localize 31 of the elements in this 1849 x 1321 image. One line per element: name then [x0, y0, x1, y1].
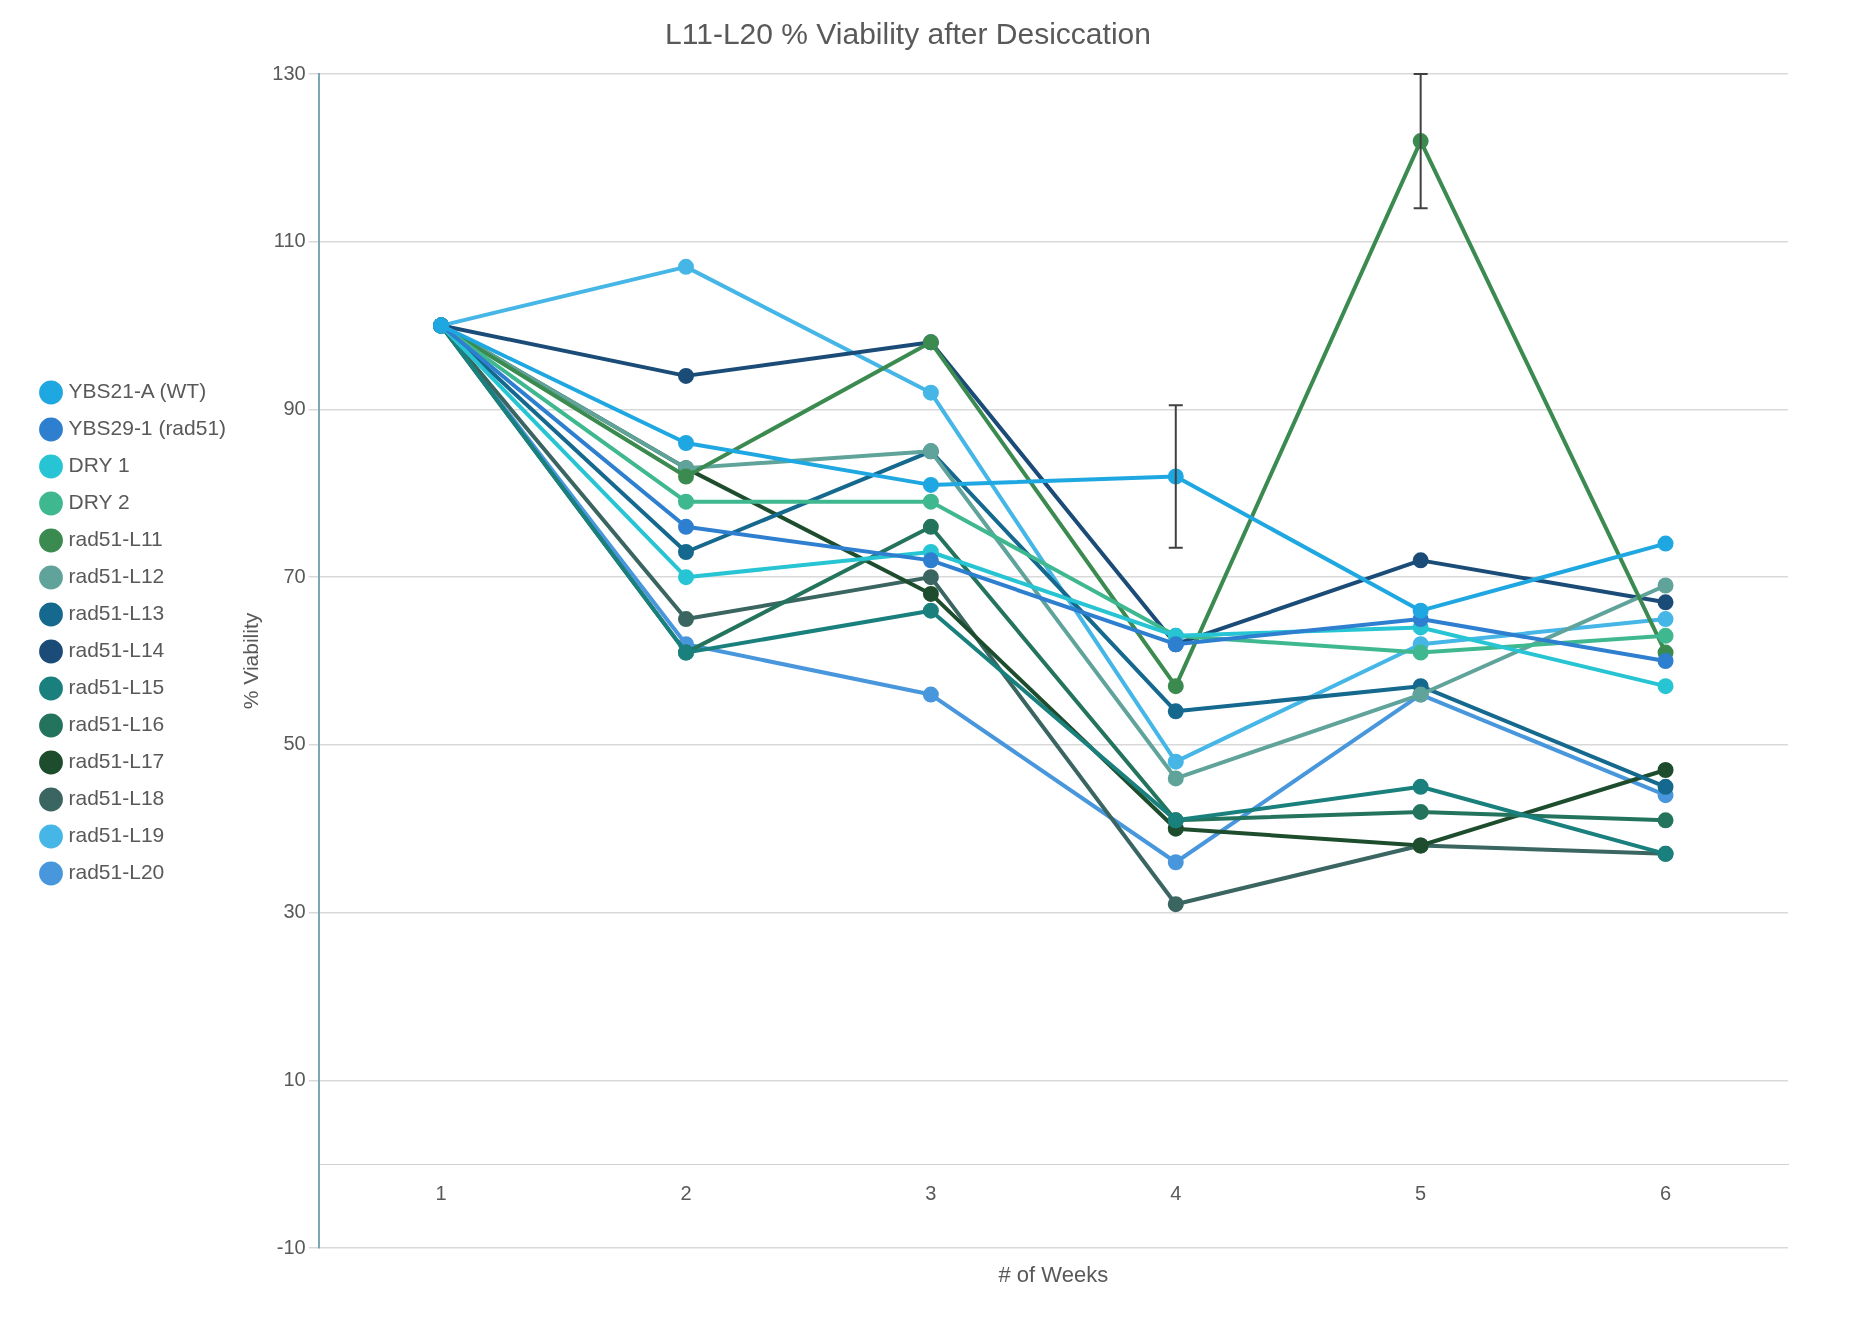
x-axis-title: # of Weeks [998, 1262, 1109, 1287]
legend-label: DRY 2 [68, 490, 130, 514]
y-tick-label: 70 [283, 564, 306, 587]
legend-label: rad51-L16 [68, 712, 165, 736]
legend-label: DRY 1 [68, 453, 130, 477]
y-axis-title: % Viability [239, 612, 263, 710]
x-tick-label: 3 [925, 1181, 937, 1204]
x-tick-label: 2 [680, 1181, 692, 1204]
x-tick-label: 1 [435, 1181, 447, 1204]
legend-label: rad51-L13 [68, 601, 165, 625]
x-tick-label: 6 [1659, 1181, 1672, 1204]
y-tick-label: 130 [272, 61, 306, 84]
legend-label: rad51-L18 [68, 786, 165, 810]
legend-label: rad51-L20 [68, 860, 165, 884]
y-tick-label: 110 [273, 229, 306, 252]
legend-label: rad51-L14 [68, 638, 165, 662]
legend-label: rad51-L17 [68, 749, 165, 773]
y-tick-label: 50 [283, 732, 306, 755]
legend-label: rad51-L11 [68, 527, 163, 551]
legend-label: YBS29-1 (rad51) [68, 416, 227, 440]
legend-label: YBS21-A (WT) [68, 379, 207, 403]
legend-label: rad51-L19 [68, 823, 165, 847]
legend-label: rad51-L15 [68, 675, 165, 699]
legend-label: rad51-L12 [68, 564, 165, 588]
x-tick-label: 4 [1170, 1181, 1182, 1204]
chart-title: L11-L20 % Viability after Desiccation [665, 17, 1151, 51]
x-tick-label: 5 [1415, 1181, 1427, 1204]
y-tick-label: 30 [283, 900, 306, 923]
y-tick-label: 10 [283, 1067, 306, 1090]
y-tick-label: 90 [283, 396, 306, 419]
y-tick-label: -10 [276, 1235, 306, 1258]
